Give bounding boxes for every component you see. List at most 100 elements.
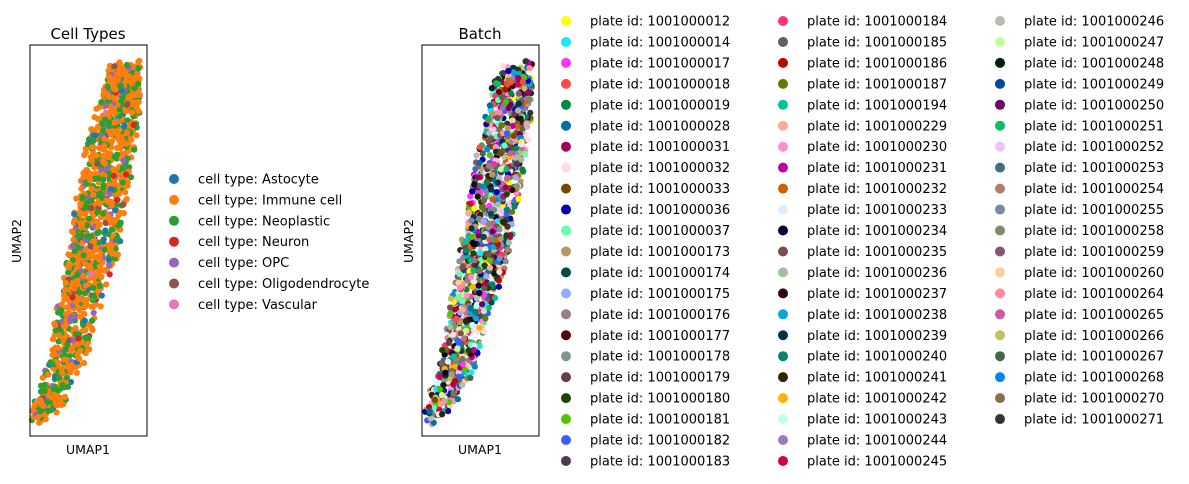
scatter-point — [496, 226, 503, 233]
legend-marker — [995, 16, 1005, 26]
scatter-point — [99, 152, 107, 159]
legend-marker — [169, 236, 179, 247]
scatter-point — [513, 183, 520, 190]
legend-item: plate id: 1001000250 — [995, 98, 1164, 113]
scatter-point — [67, 318, 74, 325]
scatter-point — [67, 378, 74, 386]
legend-label: plate id: 1001000234 — [807, 224, 947, 239]
scatter-point — [497, 235, 504, 243]
legend-marker — [995, 78, 1005, 89]
scatter-point — [467, 374, 474, 381]
scatter-point — [494, 201, 501, 208]
legend-marker — [778, 183, 788, 194]
scatter-point — [522, 151, 529, 158]
scatter-point — [527, 109, 534, 116]
legend-marker — [995, 141, 1005, 152]
legend-label: plate id: 1001000173 — [590, 245, 730, 260]
scatter-point — [130, 121, 137, 128]
scatter-point — [450, 381, 457, 388]
legend-marker — [995, 372, 1005, 383]
scatter-point — [488, 85, 495, 92]
scatter-point — [427, 415, 434, 422]
scatter-point — [102, 227, 109, 234]
legend-item: plate id: 1001000247 — [995, 35, 1164, 50]
scatter-point — [459, 361, 466, 368]
scatter-point — [55, 309, 62, 316]
scatter-point — [487, 210, 495, 217]
scatter-point — [83, 342, 90, 349]
legend-label: plate id: 1001000236 — [807, 266, 947, 281]
legend-label: plate id: 1001000194 — [807, 98, 947, 113]
scatter-point — [82, 296, 89, 303]
legend-label: plate id: 1001000267 — [1024, 350, 1164, 365]
legend-item: plate id: 1001000253 — [995, 161, 1164, 176]
scatter-point — [493, 189, 500, 196]
legend-marker — [561, 288, 571, 299]
scatter-point — [504, 246, 511, 253]
scatter-point — [465, 209, 472, 216]
legend-label: cell type: Immune cell — [198, 193, 342, 208]
scatter-point — [87, 242, 94, 250]
legend-marker — [561, 162, 571, 173]
scatter-point — [512, 174, 519, 181]
legend-marker — [778, 36, 788, 47]
scatter-point — [447, 295, 454, 302]
scatter-point — [468, 274, 475, 281]
legend-label: plate id: 1001000033 — [590, 182, 730, 197]
scatter-point — [102, 219, 109, 227]
legend-marker — [561, 16, 571, 26]
scatter-point — [59, 382, 66, 389]
scatter-point — [98, 99, 105, 106]
legend-item: cell type: Neuron — [169, 235, 309, 250]
scatter-point — [468, 233, 475, 240]
legend-marker — [169, 174, 179, 184]
scatter-point — [135, 58, 142, 65]
scatter-point — [471, 205, 478, 212]
legend-label: plate id: 1001000240 — [807, 350, 947, 365]
legend-marker — [778, 455, 788, 466]
scatter-point — [104, 165, 111, 172]
scatter-point — [77, 200, 84, 207]
scatter-point — [439, 347, 446, 354]
scatter-point — [463, 327, 470, 334]
panel-batch: Batch UMAP1 UMAP2 plate id: 1001000012pl… — [401, 15, 1164, 470]
legend-label: cell type: Oligodendrocyte — [198, 277, 369, 292]
scatter-point — [133, 104, 140, 111]
scatter-point — [116, 190, 123, 197]
legend-marker — [995, 246, 1005, 257]
legend-item: plate id: 1001000032 — [561, 161, 730, 176]
legend-item: plate id: 1001000233 — [778, 203, 947, 218]
scatter-point — [489, 196, 496, 203]
scatter-point — [119, 179, 126, 186]
legend-item: plate id: 1001000236 — [778, 266, 947, 281]
scatter-point — [467, 193, 474, 200]
legend-marker — [995, 36, 1005, 47]
legend-label: plate id: 1001000180 — [590, 392, 730, 407]
scatter-point — [444, 358, 452, 365]
legend-label: plate id: 1001000264 — [1024, 287, 1164, 302]
scatter-point — [112, 119, 119, 126]
legend-label: cell type: Neuron — [198, 235, 309, 250]
legend-marker — [561, 267, 571, 278]
scatter-point — [450, 353, 457, 360]
scatter-point — [468, 369, 475, 376]
scatter-point — [97, 303, 104, 310]
scatter-point — [483, 273, 490, 280]
scatter-point — [124, 101, 131, 108]
scatter-point — [107, 186, 114, 193]
scatter-point — [96, 239, 103, 246]
legend-label: plate id: 1001000251 — [1024, 119, 1164, 134]
legend-item: plate id: 1001000231 — [778, 161, 947, 176]
scatter-point — [76, 289, 83, 296]
scatter-point — [110, 166, 117, 173]
scatter-point — [515, 107, 522, 114]
scatter-point — [493, 80, 500, 87]
scatter-point — [45, 371, 52, 378]
scatter-point — [32, 401, 39, 408]
legend-label: plate id: 1001000032 — [590, 161, 730, 176]
scatter-point — [136, 75, 143, 82]
scatter-point — [463, 247, 470, 254]
scatter-point — [113, 235, 120, 242]
legend-label: plate id: 1001000187 — [807, 77, 947, 92]
scatter-point — [504, 125, 512, 132]
